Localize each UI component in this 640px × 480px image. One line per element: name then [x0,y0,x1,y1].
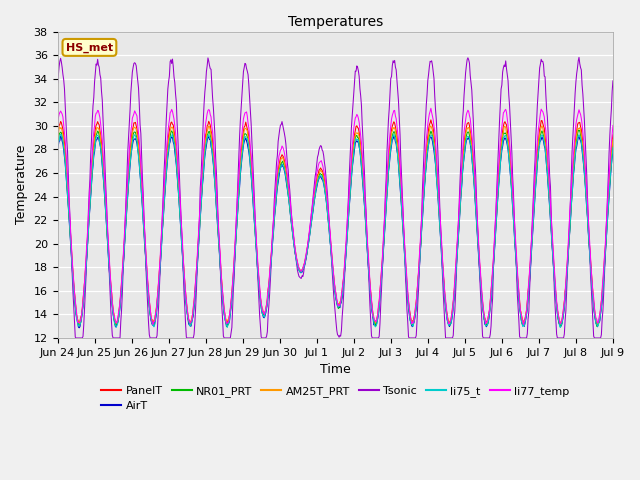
PanelT [54,132,61,138]
AirT [57,133,65,139]
li77_temp [54,122,61,128]
NR01_PRT [381,212,389,218]
li75_t [557,324,564,330]
Tsonic [609,78,617,84]
NR01_PRT [559,315,566,321]
AirT [382,204,390,210]
AM25T_PRT [327,240,335,246]
Tsonic [72,335,80,341]
li75_t [177,216,184,221]
PanelT [436,219,444,225]
NR01_PRT [54,140,61,145]
PanelT [560,308,568,313]
Text: HS_met: HS_met [66,42,113,52]
Tsonic [328,255,335,261]
li75_t [200,160,208,166]
Tsonic [54,81,61,86]
AirT [437,241,445,247]
PanelT [175,196,183,202]
AM25T_PRT [559,312,566,317]
AM25T_PRT [200,162,207,168]
li77_temp [609,122,617,128]
NR01_PRT [574,127,582,133]
li77_temp [200,150,207,156]
AirT [328,261,336,267]
Tsonic [436,214,444,219]
PanelT [609,132,617,138]
AirT [177,230,185,236]
AM25T_PRT [54,138,61,144]
AirT [609,147,617,153]
AM25T_PRT [538,123,546,129]
AirT [201,154,209,159]
Line: NR01_PRT: NR01_PRT [58,130,613,327]
NR01_PRT [328,252,335,257]
NR01_PRT [436,224,444,230]
NR01_PRT [175,201,183,207]
li77_temp [381,215,388,221]
Y-axis label: Temperature: Temperature [15,145,28,225]
AM25T_PRT [381,223,388,228]
Title: Temperatures: Temperatures [287,15,383,29]
Legend: PanelT, AirT, NR01_PRT, AM25T_PRT, Tsonic, li75_t, li77_temp: PanelT, AirT, NR01_PRT, AM25T_PRT, Tsoni… [99,384,572,414]
PanelT [427,117,435,123]
PanelT [557,321,564,326]
PanelT [381,219,388,225]
li77_temp [327,236,335,241]
NR01_PRT [200,165,207,171]
Tsonic [559,335,566,341]
Line: AirT: AirT [58,136,613,328]
NR01_PRT [223,324,231,330]
li75_t [168,131,176,137]
X-axis label: Time: Time [320,363,351,376]
li75_t [54,144,61,150]
AirT [560,312,568,317]
AM25T_PRT [175,196,183,202]
AM25T_PRT [595,322,602,327]
li77_temp [427,106,435,111]
li75_t [436,228,444,233]
li77_temp [520,322,527,327]
AirT [54,147,61,153]
NR01_PRT [609,142,617,147]
Tsonic [575,55,583,60]
AirT [76,325,83,331]
Line: AM25T_PRT: AM25T_PRT [58,126,613,324]
PanelT [200,158,207,164]
li75_t [381,216,389,222]
li77_temp [175,184,183,190]
Line: li77_temp: li77_temp [58,108,613,324]
PanelT [327,239,335,244]
li75_t [560,309,568,315]
li75_t [328,253,335,259]
li77_temp [436,213,444,219]
Line: PanelT: PanelT [58,120,613,324]
Line: li75_t: li75_t [58,134,613,327]
AM25T_PRT [609,136,617,142]
li77_temp [560,305,568,311]
Line: Tsonic: Tsonic [58,58,613,338]
Tsonic [177,193,184,199]
AM25T_PRT [436,209,444,215]
Tsonic [381,191,389,197]
li75_t [609,145,617,151]
Tsonic [200,101,208,107]
